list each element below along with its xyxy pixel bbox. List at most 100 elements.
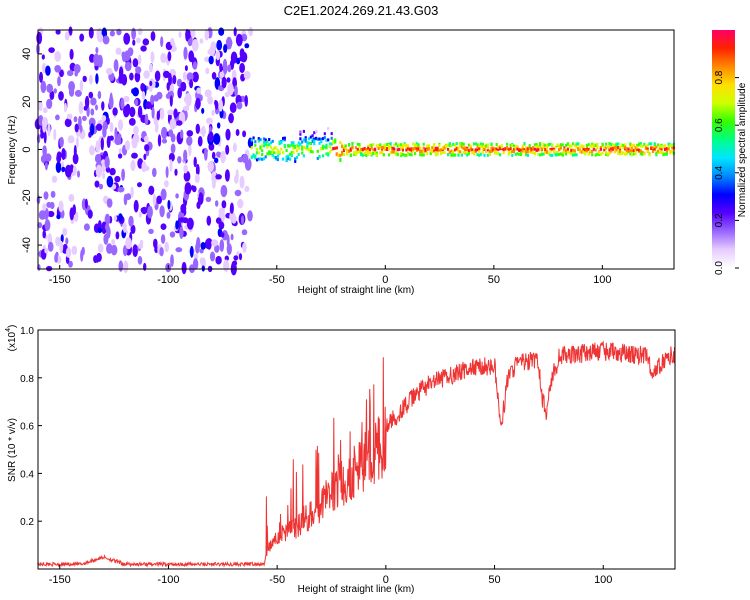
signal-cell xyxy=(441,146,444,150)
signal-cell xyxy=(342,153,345,157)
noise-cell xyxy=(68,26,73,36)
noise-cell xyxy=(183,170,191,182)
signal-cell xyxy=(450,149,453,153)
signal-cell xyxy=(422,153,425,157)
signal-cell xyxy=(483,153,486,157)
noise-cell xyxy=(241,229,248,236)
signal-cell xyxy=(582,147,585,151)
noise-cell xyxy=(244,95,248,107)
noise-cell xyxy=(166,211,171,219)
signal-cell xyxy=(339,154,342,157)
signal-cell xyxy=(374,147,377,151)
signal-cell xyxy=(306,147,309,151)
signal-cell xyxy=(323,132,326,136)
noise-cell xyxy=(56,154,62,163)
signal-cell xyxy=(311,134,314,138)
signal-cell xyxy=(259,138,262,142)
noise-cell xyxy=(50,190,56,198)
x-tick-label: -50 xyxy=(269,274,285,286)
noise-cell xyxy=(150,51,155,63)
signal-cell xyxy=(617,146,620,150)
signal-cell xyxy=(288,152,292,156)
signal-cell xyxy=(558,148,561,152)
signal-cell xyxy=(596,152,599,156)
signal-cell xyxy=(474,148,477,152)
signal-cell xyxy=(445,145,448,149)
signal-cell xyxy=(405,148,408,152)
signal-cell xyxy=(591,144,594,148)
noise-cell xyxy=(211,151,216,160)
noise-cell xyxy=(183,46,188,60)
signal-cell xyxy=(545,146,549,150)
signal-cell xyxy=(476,146,479,149)
signal-cell xyxy=(624,145,627,149)
signal-cell xyxy=(483,145,486,148)
signal-cell xyxy=(302,129,305,133)
noise-cell xyxy=(168,73,172,86)
noise-cell xyxy=(169,118,177,130)
signal-cell xyxy=(391,146,394,150)
noise-cell xyxy=(47,241,54,252)
noise-cell xyxy=(60,234,64,243)
signal-cell xyxy=(542,142,545,146)
signal-cell xyxy=(419,150,422,154)
signal-cell xyxy=(436,152,439,156)
signal-cell xyxy=(379,143,382,147)
noise-cell xyxy=(106,198,113,208)
signal-cell xyxy=(485,144,488,148)
signal-cell xyxy=(542,152,545,156)
x-tick-label: 100 xyxy=(594,574,612,586)
signal-cell xyxy=(566,142,569,146)
signal-cell xyxy=(375,153,378,157)
signal-cell xyxy=(285,149,288,152)
noise-cell xyxy=(160,223,167,230)
noise-cell xyxy=(214,157,219,164)
signal-cell xyxy=(394,151,398,155)
noise-cell xyxy=(214,100,219,110)
noise-cell xyxy=(59,136,64,148)
colorbar-ticks: 0.0 0.2 0.4 0.6 0.8 xyxy=(714,70,739,275)
signal-cell xyxy=(624,143,627,147)
signal-cell xyxy=(287,154,290,158)
signal-cell xyxy=(539,153,542,157)
noise-cell xyxy=(191,39,199,52)
signal-cell xyxy=(646,143,649,147)
noise-cell xyxy=(59,69,64,78)
colorbar: 0.0 0.2 0.4 0.6 0.8 Normalized spectral ampl… xyxy=(712,30,748,275)
signal-cell xyxy=(476,143,479,147)
signal-cell xyxy=(537,152,540,156)
noise-cell xyxy=(55,29,61,35)
noise-cell xyxy=(156,110,160,121)
noise-cell xyxy=(160,188,167,201)
noise-cell xyxy=(129,106,136,118)
noise-cell xyxy=(192,71,199,83)
signal-cell xyxy=(667,147,670,151)
y-tick-label: 0.6 xyxy=(20,422,34,433)
signal-cell xyxy=(434,153,437,157)
noise-cell xyxy=(54,51,61,62)
signal-cell xyxy=(507,151,510,155)
signal-cell xyxy=(459,144,462,148)
signal-cell xyxy=(473,142,476,146)
noise-cell xyxy=(160,52,167,64)
signal-cell xyxy=(295,149,299,153)
signal-cell xyxy=(479,144,483,148)
signal-cell xyxy=(611,143,615,147)
noise-cell xyxy=(88,27,94,39)
signal-cell xyxy=(427,147,430,151)
signal-cell xyxy=(499,147,502,151)
signal-cell xyxy=(466,153,469,157)
noise-cell xyxy=(123,32,131,45)
signal-cell xyxy=(275,146,278,150)
noise-cell xyxy=(157,134,162,147)
signal-cell xyxy=(606,145,609,149)
signal-cell xyxy=(282,136,285,140)
signal-cell xyxy=(264,138,267,142)
signal-cell xyxy=(325,138,328,142)
noise-cell xyxy=(98,183,104,190)
signal-cell xyxy=(308,141,311,145)
snr-panel: -150 -100 -50 0 50 100 1.0 0.8 0.6 0.4 0.2 Height… xyxy=(5,325,676,595)
signal-cell xyxy=(276,158,279,162)
signal-cell xyxy=(582,151,585,155)
noise-cell xyxy=(137,105,143,118)
